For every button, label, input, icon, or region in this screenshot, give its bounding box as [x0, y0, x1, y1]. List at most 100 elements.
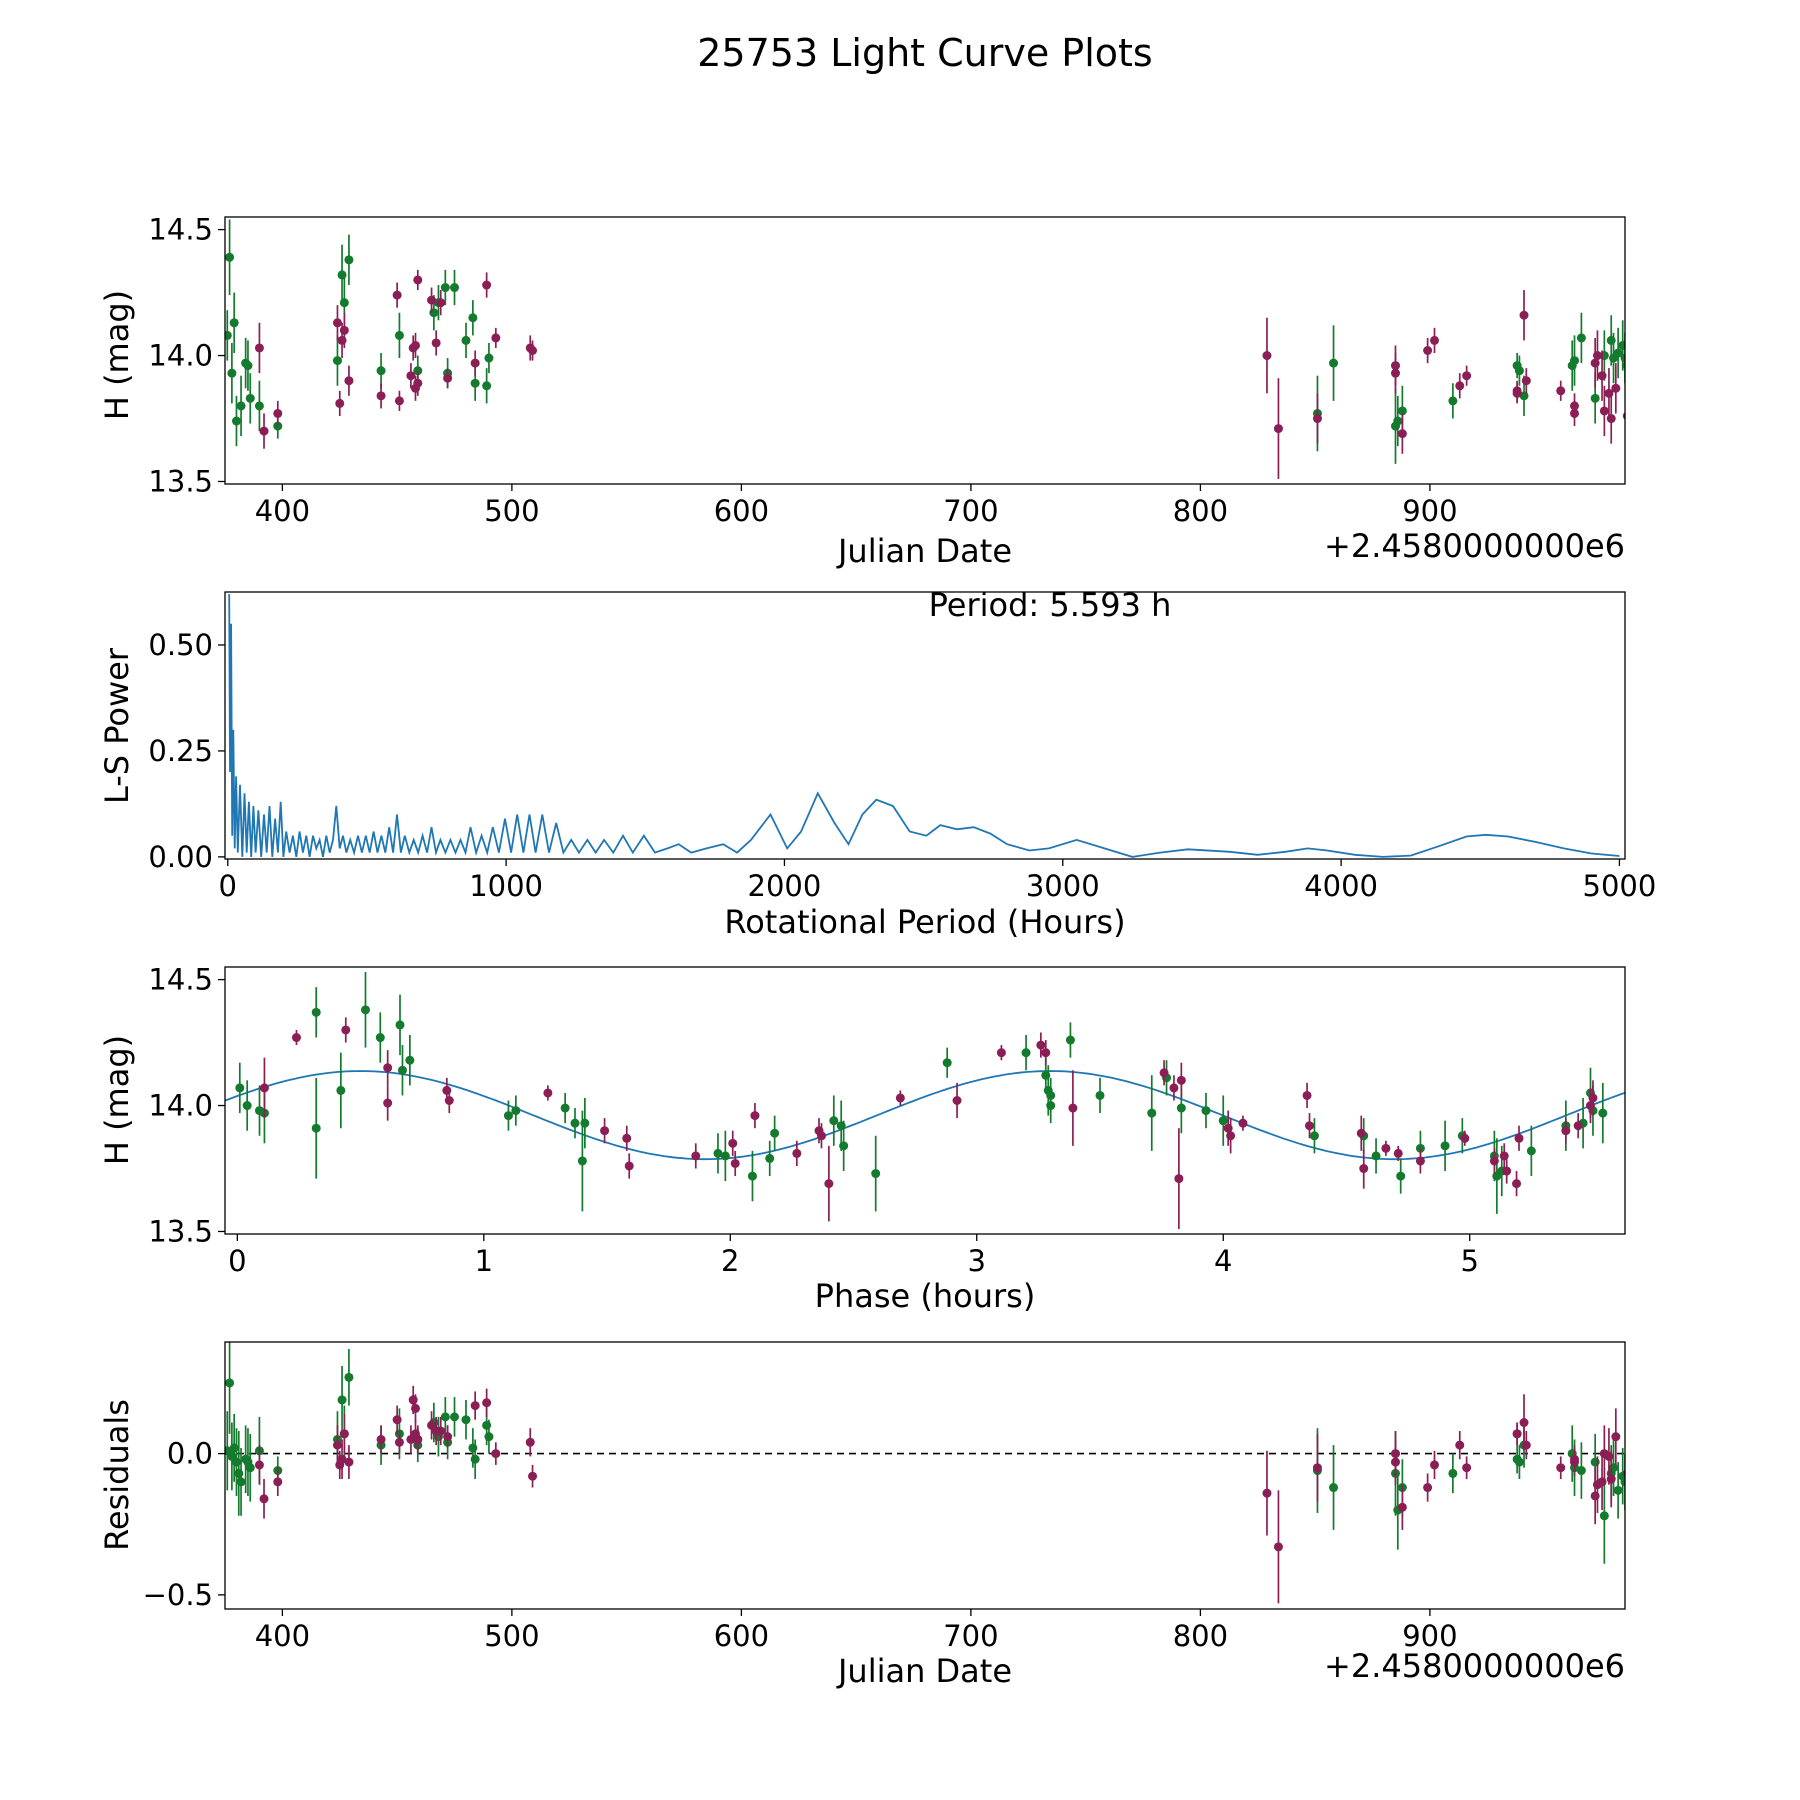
data-point-purple: [1622, 1469, 1625, 1478]
x-tick-label: 900: [1402, 494, 1457, 528]
x-tick-label: 700: [943, 1619, 998, 1653]
data-point-green: [770, 1128, 780, 1138]
plot-frame: [224, 216, 1626, 485]
data-point-purple: [691, 1151, 701, 1161]
data-point-green: [1393, 416, 1403, 426]
data-point-purple: [996, 1048, 1006, 1058]
x-tick-label: 2000: [748, 869, 822, 903]
data-point-green: [227, 368, 237, 378]
data-point-purple: [413, 275, 423, 285]
data-point-purple: [1556, 386, 1566, 396]
data-point-purple: [952, 1096, 962, 1105]
data-point-purple: [1597, 371, 1607, 381]
data-point-purple: [1489, 1156, 1499, 1166]
data-point-purple: [1519, 1418, 1529, 1428]
y-axis-label: Residuals: [98, 1399, 136, 1551]
data-point-green: [503, 1111, 513, 1121]
data-point-green: [942, 1058, 952, 1068]
data-point-green: [482, 381, 492, 391]
data-point-purple: [339, 1429, 349, 1439]
data-point-green: [229, 1443, 239, 1453]
data-point-green: [236, 401, 246, 411]
data-point-purple: [259, 1494, 269, 1504]
data-point-green: [440, 1412, 450, 1422]
data-point-purple: [413, 1434, 423, 1444]
x-tick-label: 900: [1402, 1619, 1457, 1653]
data-point-purple: [1159, 1068, 1169, 1078]
data-point-purple: [895, 1093, 905, 1103]
data-point-purple: [1393, 1148, 1403, 1158]
data-point-green: [360, 1005, 370, 1015]
data-point-green: [747, 1171, 757, 1181]
data-point-purple: [528, 1471, 538, 1481]
data-point-purple: [730, 1158, 740, 1168]
data-point-green: [1613, 1485, 1623, 1495]
data-point-purple: [1423, 1483, 1433, 1493]
data-point-purple: [337, 335, 347, 345]
data-point-purple: [1597, 1477, 1607, 1487]
residuals-panel: Julian Date Residuals +2.4580000000e6 40…: [98, 1341, 1626, 1690]
data-point-purple: [1262, 1488, 1272, 1498]
data-point-purple: [443, 1432, 453, 1442]
data-point-green: [236, 1477, 246, 1487]
y-axis-label: H (mag): [98, 1035, 136, 1165]
data-point-green: [375, 1033, 385, 1043]
data-point-green: [440, 283, 450, 293]
data-point-purple: [344, 1457, 354, 1467]
data-point-purple: [1176, 1075, 1186, 1085]
data-point-green: [484, 1432, 494, 1442]
data-point-green: [395, 1020, 405, 1030]
y-axis-label: L-S Power: [98, 647, 136, 804]
data-point-purple: [1561, 1126, 1571, 1136]
data-point-purple: [482, 1398, 492, 1408]
data-point-green: [1046, 1101, 1056, 1111]
data-point-green: [1021, 1048, 1031, 1058]
x-tick-label: 1: [475, 1244, 493, 1278]
data-point-green: [470, 378, 480, 388]
data-point-green: [397, 1065, 407, 1075]
data-point-purple: [1604, 1451, 1614, 1461]
plot-body: [225, 1342, 1625, 1604]
data-point-purple: [1460, 1133, 1470, 1143]
data-point-purple: [543, 1088, 553, 1098]
data-point-purple: [383, 1098, 393, 1108]
data-point-green: [1397, 406, 1407, 416]
data-point-purple: [622, 1133, 632, 1143]
data-point-purple: [792, 1148, 802, 1158]
data-point-purple: [824, 1179, 834, 1189]
data-point-green: [1590, 393, 1600, 403]
data-point-purple: [408, 1395, 418, 1405]
data-point-purple: [1570, 408, 1580, 418]
data-point-purple: [376, 391, 386, 401]
data-point-green: [713, 1148, 723, 1158]
data-point-purple: [427, 295, 437, 305]
data-point-purple: [491, 1449, 501, 1459]
data-point-green: [560, 1103, 570, 1113]
data-point-purple: [254, 343, 264, 353]
plot-frame: [224, 1341, 1626, 1610]
data-point-green: [394, 330, 404, 340]
data-point-purple: [406, 371, 416, 381]
data-point-green: [231, 1457, 241, 1467]
data-point-green: [577, 1156, 587, 1166]
data-point-purple: [1462, 371, 1472, 381]
data-point-purple: [1499, 1151, 1509, 1161]
y-tick-label: 0.50: [148, 628, 213, 662]
data-point-purple: [728, 1138, 738, 1148]
julian-date-magnitude-panel: Julian Date H (mag) +2.4580000000e6 400 5…: [98, 213, 1626, 570]
x-tick-label: 5: [1460, 1244, 1478, 1278]
data-point-purple: [341, 1025, 351, 1035]
data-point-purple: [1611, 383, 1621, 393]
data-point-purple: [1312, 1463, 1322, 1473]
x-tick-label: 3: [968, 1244, 986, 1278]
data-point-purple: [1570, 1457, 1580, 1467]
data-point-purple: [1521, 376, 1531, 386]
data-point-purple: [259, 426, 269, 436]
data-point-purple: [600, 1126, 610, 1136]
x-tick-label: 400: [255, 494, 310, 528]
x-offset-label: +2.4580000000e6: [1324, 527, 1625, 565]
data-point-green: [1613, 348, 1623, 358]
data-point-purple: [1068, 1103, 1078, 1113]
data-point-green: [1309, 1131, 1319, 1141]
plot-body: [225, 972, 1625, 1229]
